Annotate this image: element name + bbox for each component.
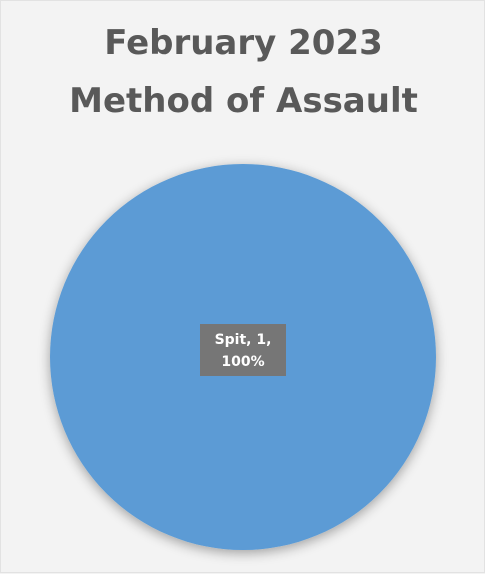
data-label-spit: Spit, 1, 100% xyxy=(200,324,286,376)
chart-title-line-1: February 2023 xyxy=(104,23,383,63)
data-label-line: 100% xyxy=(221,354,264,370)
data-label-background xyxy=(200,324,286,376)
chart-title-line-2: Method of Assault xyxy=(69,81,418,121)
data-label-line: Spit, 1, xyxy=(215,332,272,348)
pie-data-labels: Spit, 1, 100% xyxy=(200,324,286,376)
